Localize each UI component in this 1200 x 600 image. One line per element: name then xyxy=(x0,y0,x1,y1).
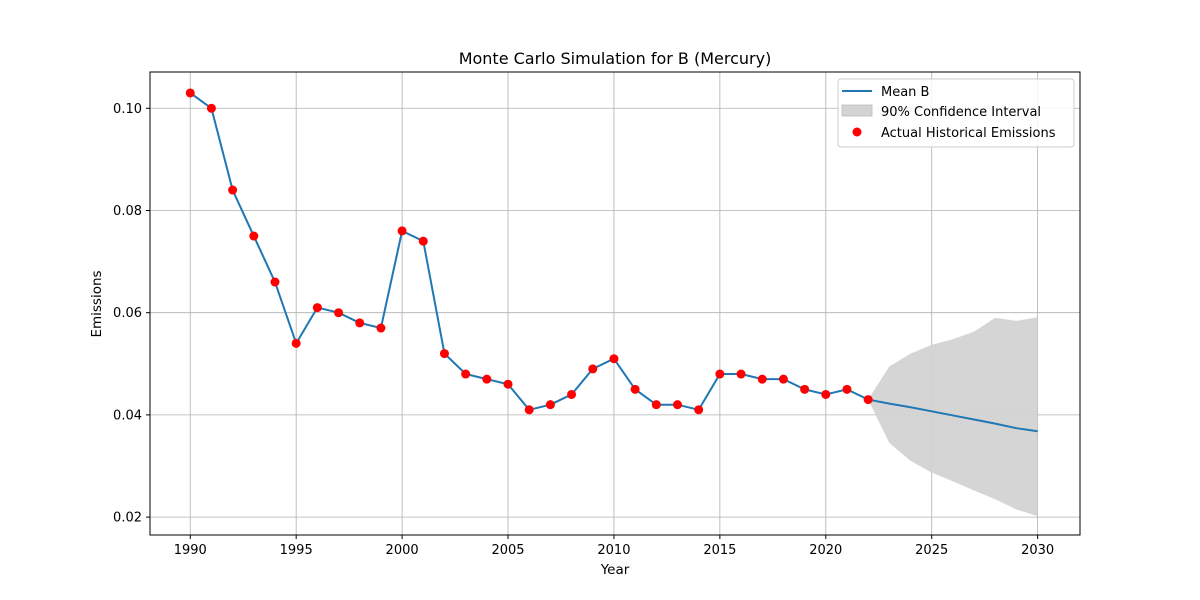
actual-emission-point xyxy=(461,369,471,379)
actual-emission-point xyxy=(524,405,534,415)
actual-emission-point xyxy=(312,303,322,313)
actual-emission-point xyxy=(588,364,598,374)
actual-emission-point xyxy=(609,354,619,364)
actual-emission-point xyxy=(672,400,682,410)
x-tick-label: 2015 xyxy=(703,543,736,558)
actual-emission-point xyxy=(800,384,810,394)
actual-emission-point xyxy=(842,384,852,394)
actual-emission-point xyxy=(863,395,873,405)
actual-emission-point xyxy=(736,369,746,379)
actual-emission-point xyxy=(503,379,513,389)
y-tick-label: 0.10 xyxy=(113,102,142,117)
actual-emission-point xyxy=(630,384,640,394)
actual-emission-point xyxy=(228,185,238,195)
actual-emission-point xyxy=(567,389,577,399)
actual-emission-point xyxy=(694,405,704,415)
y-tick-label: 0.04 xyxy=(113,408,142,423)
actual-emission-point xyxy=(397,226,407,236)
x-tick-label: 2000 xyxy=(386,543,419,558)
legend-interval-label: 90% Confidence Interval xyxy=(881,105,1041,120)
x-axis-label: Year xyxy=(600,562,630,578)
confidence-interval-band xyxy=(868,317,1038,517)
actual-emission-point xyxy=(482,374,492,384)
actual-emission-point xyxy=(418,236,428,246)
x-tick-label: 2005 xyxy=(491,543,524,558)
legend-interval-swatch xyxy=(841,104,873,117)
x-tick-label: 1995 xyxy=(280,543,313,558)
actual-emission-point xyxy=(439,349,449,359)
actual-emission-point xyxy=(545,400,555,410)
legend-actual-swatch xyxy=(852,127,862,137)
actual-emission-point xyxy=(651,400,661,410)
actual-emission-point xyxy=(757,374,767,384)
y-axis-label: Emissions xyxy=(89,270,105,337)
legend: Mean B 90% Confidence Interval Actual Hist… xyxy=(837,78,1075,148)
actual-emission-point xyxy=(355,318,365,328)
x-tick-label: 2010 xyxy=(597,543,630,558)
x-tick-label: 1990 xyxy=(174,543,207,558)
y-tick-label: 0.02 xyxy=(113,511,142,526)
actual-emission-point xyxy=(249,231,259,241)
legend-mean-label: Mean B xyxy=(881,85,929,100)
x-tick-label: 2025 xyxy=(915,543,948,558)
x-tick-label: 2030 xyxy=(1021,543,1054,558)
legend-actual-label: Actual Historical Emissions xyxy=(881,126,1056,141)
legend-box xyxy=(837,78,1075,148)
actual-emission-point xyxy=(185,88,195,98)
actual-emission-point xyxy=(821,389,831,399)
y-tick-label: 0.06 xyxy=(113,306,142,321)
x-tick-label: 2020 xyxy=(809,543,842,558)
actual-emission-point xyxy=(715,369,725,379)
actual-emission-point xyxy=(291,338,301,348)
chart-title: Monte Carlo Simulation for B (Mercury) xyxy=(459,49,772,68)
y-tick-label: 0.08 xyxy=(113,204,142,219)
actual-emission-point xyxy=(778,374,788,384)
actual-emission-point xyxy=(206,103,216,113)
actual-emission-point xyxy=(376,323,386,333)
actual-emission-point xyxy=(270,277,280,287)
plot-frame xyxy=(149,71,1081,536)
actual-emission-point xyxy=(334,308,344,318)
